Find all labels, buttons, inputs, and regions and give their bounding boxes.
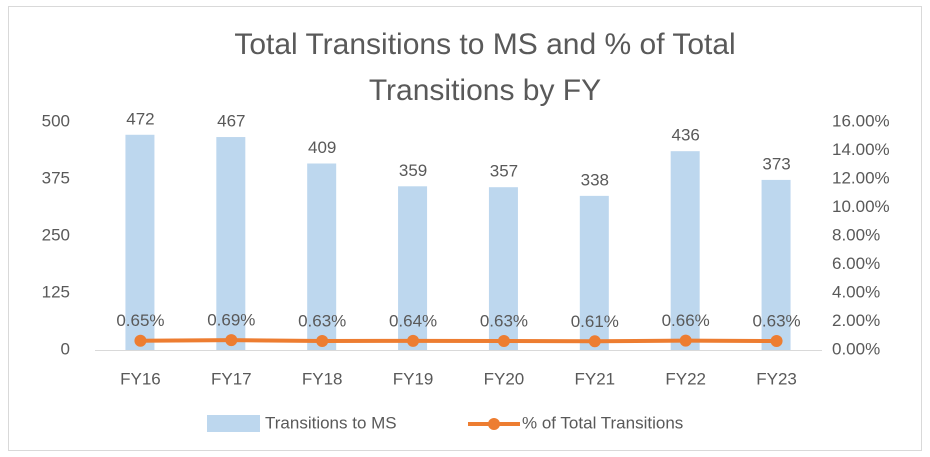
y2-tick-label: 6.00% <box>832 254 880 273</box>
legend-label: Transitions to MS <box>265 413 397 432</box>
x-tick-label: FY16 <box>120 369 161 388</box>
data-label: 373 <box>762 154 790 173</box>
bar <box>579 195 609 350</box>
legend-swatch <box>488 418 500 430</box>
data-label: 0.64% <box>389 311 437 330</box>
y-tick-label: 0 <box>61 339 70 358</box>
data-label: 0.61% <box>571 312 619 331</box>
line-point <box>316 335 329 348</box>
data-label: 409 <box>308 138 336 157</box>
line-point <box>588 335 601 348</box>
data-label: 357 <box>490 162 518 181</box>
x-tick-label: FY21 <box>574 369 615 388</box>
line-point <box>679 334 692 347</box>
line-point <box>225 334 238 347</box>
y2-tick-label: 16.00% <box>832 111 890 130</box>
y-tick-label: 375 <box>42 168 70 187</box>
legend-label: % of Total Transitions <box>522 413 683 432</box>
bar <box>761 179 791 350</box>
data-label: 359 <box>399 161 427 180</box>
bar <box>307 163 337 350</box>
y2-tick-label: 10.00% <box>832 197 890 216</box>
data-label: 0.65% <box>116 311 164 330</box>
data-label: 467 <box>217 112 245 131</box>
data-label: 0.63% <box>752 312 800 331</box>
data-label: 436 <box>672 126 700 145</box>
data-label: 0.63% <box>480 312 528 331</box>
line-point <box>497 335 510 348</box>
y2-tick-label: 4.00% <box>832 282 880 301</box>
x-tick-label: FY23 <box>756 369 797 388</box>
y2-tick-label: 14.00% <box>832 140 890 159</box>
y2-tick-label: 8.00% <box>832 225 880 244</box>
y2-tick-label: 2.00% <box>832 311 880 330</box>
line-point <box>134 334 147 347</box>
bar <box>216 137 246 350</box>
y-tick-label: 125 <box>42 282 70 301</box>
bar <box>670 151 700 350</box>
x-tick-label: FY18 <box>302 369 343 388</box>
bar <box>488 187 518 350</box>
data-label: 0.63% <box>298 312 346 331</box>
x-tick-label: FY22 <box>665 369 706 388</box>
data-label: 0.66% <box>662 311 710 330</box>
chart-title: Total Transitions to MS and % of Total T… <box>234 28 736 107</box>
y-tick-label: 500 <box>42 111 70 130</box>
bar <box>125 134 155 350</box>
line-point <box>770 335 783 348</box>
data-label: 0.69% <box>207 311 255 330</box>
x-tick-label: FY17 <box>211 369 252 388</box>
x-tick-label: FY20 <box>484 369 525 388</box>
y2-tick-label: 12.00% <box>832 168 890 187</box>
data-label: 472 <box>126 109 154 128</box>
legend-swatch <box>207 415 260 432</box>
line <box>140 338 777 344</box>
x-tick-label: FY19 <box>393 369 434 388</box>
y2-tick-label: 0.00% <box>832 339 880 358</box>
bar <box>398 186 428 350</box>
y-tick-label: 250 <box>42 225 70 244</box>
data-label: 338 <box>581 170 609 189</box>
line-point <box>407 334 420 347</box>
